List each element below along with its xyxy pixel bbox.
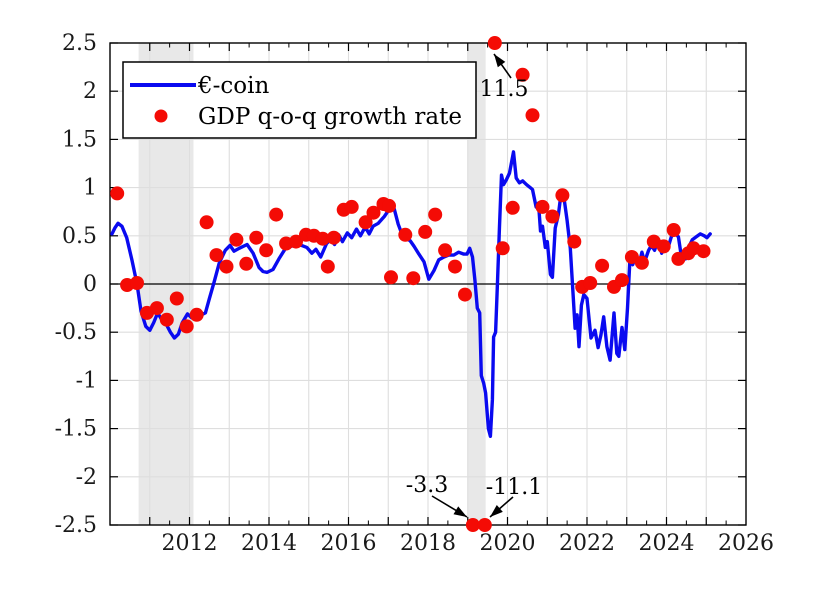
gdp-point bbox=[315, 231, 330, 246]
gdp-point bbox=[269, 207, 284, 222]
gdp-point bbox=[320, 259, 335, 274]
gdp-point bbox=[595, 258, 610, 273]
y-tick-label: -1.5 bbox=[55, 417, 97, 442]
gdp-point bbox=[696, 244, 711, 259]
gdp-point bbox=[110, 186, 125, 201]
gdp-point bbox=[567, 234, 582, 249]
eurocoin-line bbox=[110, 150, 712, 438]
x-tick-label: 2024 bbox=[639, 531, 695, 556]
annotation-value-label: 11.5 bbox=[480, 77, 529, 102]
gdp-point bbox=[159, 312, 174, 327]
gdp-point bbox=[535, 199, 550, 214]
gdp-point bbox=[199, 215, 214, 230]
annotation-arrowhead bbox=[494, 54, 506, 68]
y-tick-label: -2.5 bbox=[55, 513, 97, 538]
x-tick-label: 2012 bbox=[162, 531, 218, 556]
gdp-point bbox=[487, 36, 502, 50]
gdp-point bbox=[229, 232, 244, 247]
gdp-point bbox=[398, 227, 413, 242]
y-tick-label: 0.5 bbox=[62, 224, 97, 249]
gdp-point bbox=[634, 255, 649, 270]
x-tick-label: 2020 bbox=[480, 531, 536, 556]
gdp-point bbox=[382, 198, 396, 213]
gdp-point bbox=[239, 256, 254, 271]
gdp-point bbox=[505, 200, 520, 215]
gdp-point bbox=[465, 518, 480, 532]
x-tick-label: 2022 bbox=[559, 531, 615, 556]
gdp-point bbox=[477, 518, 492, 532]
y-tick-label: -1 bbox=[76, 368, 97, 393]
legend-label-eurocoin: €-coin bbox=[197, 73, 269, 99]
x-tick-label: 2026 bbox=[718, 531, 774, 556]
gdp-point bbox=[438, 243, 453, 258]
gdp-point bbox=[418, 224, 433, 239]
gdp-point bbox=[656, 239, 671, 254]
gdp-point bbox=[384, 270, 398, 285]
y-tick-label: 2.5 bbox=[62, 31, 97, 56]
gdp-point bbox=[249, 230, 264, 245]
gdp-point bbox=[179, 319, 194, 334]
gdp-point bbox=[130, 276, 144, 290]
gdp-point bbox=[545, 209, 560, 224]
gdp-point bbox=[344, 199, 359, 214]
x-tick-label: 2016 bbox=[321, 531, 377, 556]
gdp-point bbox=[189, 307, 204, 322]
gdp-point bbox=[428, 207, 443, 222]
y-tick-label: -2 bbox=[76, 465, 97, 490]
plot-border bbox=[109, 42, 747, 526]
gdp-point bbox=[666, 223, 681, 237]
x-tick-label: 2014 bbox=[241, 531, 297, 556]
y-tick-label: 0 bbox=[83, 272, 97, 297]
gdp-point bbox=[149, 301, 164, 316]
gdp-point bbox=[326, 230, 341, 245]
gdp-point bbox=[458, 287, 472, 302]
gdp-point bbox=[525, 108, 540, 123]
gdp-point bbox=[366, 205, 381, 220]
gdp-point bbox=[495, 241, 510, 256]
gdp-point bbox=[289, 234, 303, 249]
y-tick-label: -0.5 bbox=[55, 320, 97, 345]
y-tick-label: 2 bbox=[83, 79, 97, 104]
gdp-point bbox=[615, 273, 629, 288]
y-tick-label: 1.5 bbox=[62, 127, 97, 152]
annotation-value-label: -11.1 bbox=[486, 475, 542, 500]
gdp-point bbox=[406, 271, 421, 286]
gdp-point bbox=[555, 188, 570, 203]
gdp-point bbox=[169, 291, 184, 306]
gdp-point bbox=[259, 243, 274, 258]
gdp-point bbox=[358, 215, 373, 230]
annotation-value-label: -3.3 bbox=[406, 473, 448, 498]
gdp-point bbox=[515, 67, 530, 82]
legend-dot-sample bbox=[154, 109, 168, 123]
legend-box bbox=[122, 61, 477, 139]
gdp-point bbox=[219, 259, 234, 274]
gdp-point bbox=[448, 259, 462, 274]
x-tick-label: 2018 bbox=[400, 531, 456, 556]
y-tick-label: 1 bbox=[83, 176, 97, 201]
annotation-arrowhead bbox=[490, 505, 503, 517]
annotation-arrowhead bbox=[453, 506, 467, 517]
gdp-point bbox=[209, 248, 224, 263]
legend-label-gdp: GDP q-o-q growth rate bbox=[198, 104, 462, 130]
gdp-point bbox=[583, 276, 598, 290]
